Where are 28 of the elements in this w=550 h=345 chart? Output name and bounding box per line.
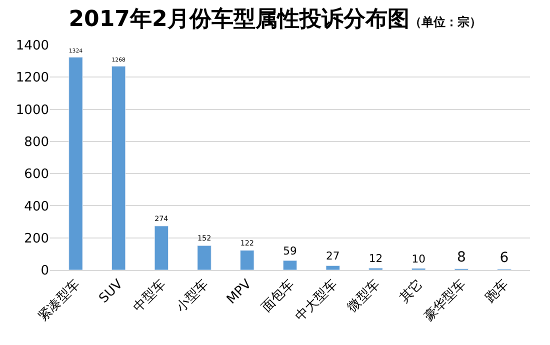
y-tick-label: 1400 (16, 38, 49, 54)
bar (240, 250, 254, 270)
y-tick-label: 1000 (16, 102, 49, 118)
bar (326, 265, 340, 270)
x-tick-label: 小型车 (174, 276, 212, 316)
bar (282, 260, 298, 270)
y-tick-label: 1200 (16, 70, 49, 86)
chart-title: 2017年2月份车型属性投诉分布图 (68, 6, 410, 32)
x-tick-label: 跑车 (482, 276, 512, 306)
y-tick-label: 200 (24, 231, 49, 246)
data-label: 59 (283, 244, 297, 258)
bar (197, 245, 212, 270)
x-tick-label: 中型车 (130, 276, 169, 316)
data-label: 10 (412, 252, 426, 266)
bar (68, 56, 83, 270)
y-tick-label: 600 (24, 167, 49, 182)
bar (154, 226, 169, 270)
data-label: 6 (500, 250, 509, 266)
x-tick-label: 紧凑型车 (36, 276, 84, 324)
bar (111, 66, 126, 270)
data-label: 12 (368, 252, 383, 265)
y-tick-label: 800 (24, 134, 49, 150)
y-tick-label: 0 (40, 264, 49, 279)
data-label: 27 (326, 250, 340, 263)
data-label: 8 (456, 250, 466, 266)
x-tick-label: 微型车 (344, 276, 384, 316)
y-tick-label: 400 (24, 199, 49, 214)
chart-subtitle: （单位：宗） (409, 14, 482, 29)
